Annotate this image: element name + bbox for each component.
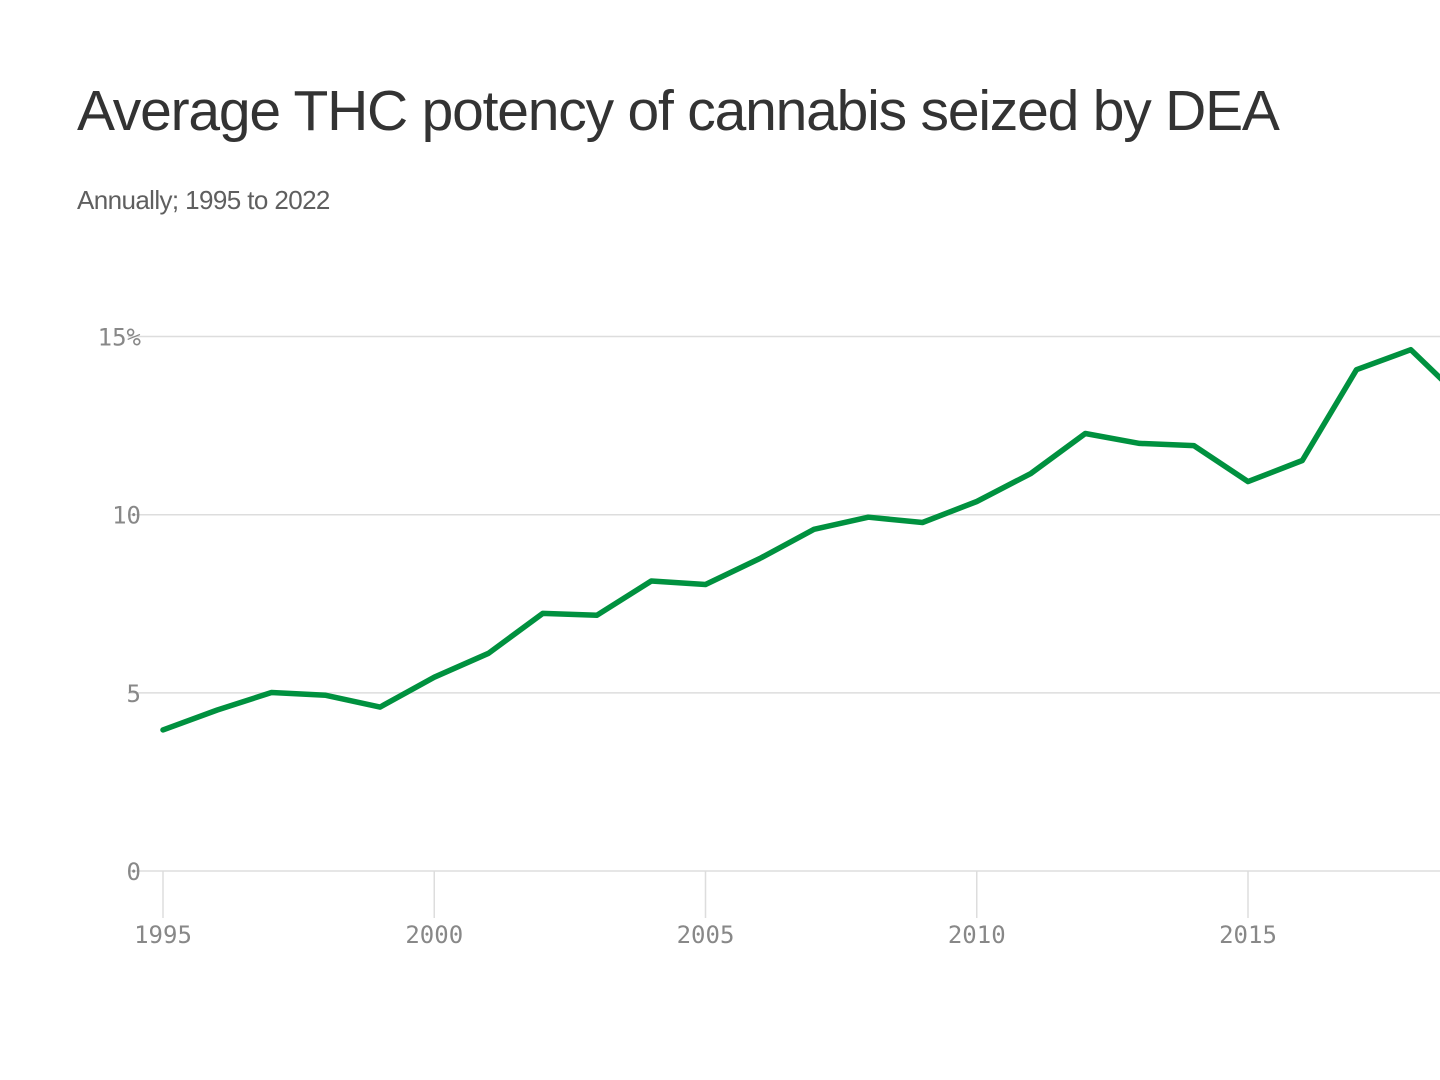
y-tick-label: 10 (112, 502, 141, 530)
series-line (160, 346, 1440, 733)
y-axis: 0 5 10 15% (98, 324, 142, 886)
y-tick-label: 5 (127, 680, 141, 708)
x-tick-label: 2005 (677, 921, 735, 949)
x-tick-label: 2010 (948, 921, 1006, 949)
x-tick-label: 2000 (405, 921, 463, 949)
y-tick-label: 0 (127, 858, 141, 886)
chart-title: Average THC potency of cannabis seized b… (77, 79, 1280, 143)
series-layer (160, 346, 1440, 733)
chart-subtitle: Annually; 1995 to 2022 (77, 185, 330, 215)
x-tick-label: 2015 (1219, 921, 1277, 949)
x-axis: 1995 2000 2005 2010 2015 (134, 871, 1277, 949)
x-tick-label: 1995 (134, 921, 192, 949)
y-tick-label: 15% (98, 324, 142, 352)
gridlines (128, 335, 1440, 872)
